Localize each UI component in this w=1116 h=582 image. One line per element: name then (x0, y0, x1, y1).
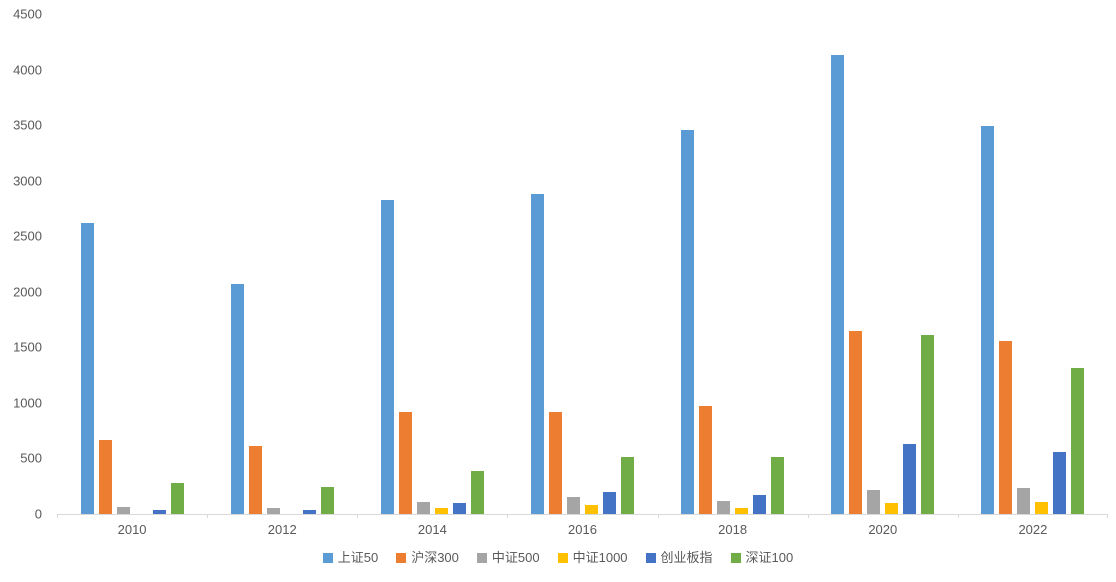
bar-深证100-2018 (771, 457, 785, 514)
legend-label: 中证1000 (572, 550, 628, 565)
bar-中证500-2022 (1017, 488, 1031, 514)
x-axis-label-2012: 2012 (267, 522, 297, 537)
x-axis-tick (207, 514, 209, 518)
y-tick-label-3000: 3000 (13, 173, 42, 189)
bar-中证500-2014 (416, 501, 430, 514)
bar-沪深300-2022 (999, 340, 1013, 514)
bar-深证100-2020 (921, 335, 935, 514)
y-tick-label-4500: 4500 (13, 6, 42, 22)
bar-创业板指-2010 (152, 509, 166, 514)
bar-创业板指-2020 (903, 444, 917, 514)
x-axis-tick (1107, 514, 1108, 518)
legend-item-沪深300: 沪深300 (396, 551, 459, 564)
legend: 上证50 沪深300 中证500 中证1000 创业板指 深证100 (0, 551, 1116, 564)
bar-上证50-2020 (831, 55, 845, 514)
x-axis-labels: 2010 2012 2014 2016 2018 2020 2022 (57, 522, 1108, 537)
legend-item-中证1000: 中证1000 (557, 550, 628, 565)
legend-item-中证500: 中证500 (476, 550, 540, 565)
bar-沪深300-2010 (98, 439, 112, 514)
bar-深证100-2022 (1071, 368, 1085, 514)
bar-创业板指-2016 (602, 491, 616, 514)
bar-group-2018 (658, 14, 808, 514)
bar-中证1000-2014 (434, 508, 448, 514)
legend-label: 上证50 (337, 550, 379, 565)
legend-label: 深证100 (745, 550, 794, 565)
bar-group-2012 (207, 14, 357, 514)
bar-创业板指-2022 (1053, 451, 1067, 514)
x-axis-tick (957, 514, 959, 518)
y-tick-label-3500: 3500 (13, 117, 42, 133)
legend-item-创业板指: 创业板指 (645, 550, 713, 565)
x-axis-line (57, 514, 1108, 515)
y-tick-label-2000: 2000 (13, 284, 42, 300)
x-axis-ticks (57, 514, 1108, 518)
legend-label: 中证500 (491, 550, 540, 565)
bar-沪深300-2018 (699, 406, 713, 514)
legend-marker-icon (322, 552, 333, 563)
bar-中证500-2016 (566, 497, 580, 514)
y-tick-label-500: 500 (20, 450, 42, 466)
bar-上证50-2016 (530, 194, 544, 514)
bar-深证100-2014 (470, 470, 484, 514)
y-tick-label-1000: 1000 (13, 395, 42, 411)
bar-沪深300-2020 (849, 330, 863, 514)
legend-marker-icon (557, 552, 568, 563)
x-axis-tick (657, 514, 659, 518)
bar-group-2010 (57, 14, 207, 514)
legend-item-深证100: 深证100 (730, 550, 794, 565)
bar-group-2022 (958, 14, 1108, 514)
legend-marker-icon (396, 552, 407, 563)
bar-上证50-2012 (230, 284, 244, 514)
bar-中证500-2020 (867, 490, 881, 514)
bar-上证50-2014 (380, 199, 394, 514)
bar-创业板指-2018 (753, 494, 767, 514)
bar-中证1000-2016 (584, 505, 598, 514)
bar-中证500-2010 (116, 507, 130, 514)
bar-groups (57, 14, 1108, 514)
bar-深证100-2012 (320, 487, 334, 514)
x-axis-tick (357, 514, 359, 518)
bar-上证50-2010 (80, 222, 94, 514)
x-axis-tick (57, 514, 58, 518)
bar-中证500-2018 (717, 501, 731, 514)
bar-创业板指-2012 (302, 509, 316, 514)
y-tick-label-4000: 4000 (13, 62, 42, 78)
legend-label: 创业板指 (660, 550, 713, 565)
y-tick-label-1500: 1500 (13, 339, 42, 355)
plot-area (57, 14, 1108, 518)
legend-marker-icon (476, 552, 487, 563)
bar-中证500-2012 (266, 508, 280, 514)
x-axis-label-2010: 2010 (117, 522, 147, 537)
y-axis: 0 500 1000 1500 2000 2500 3000 3500 4000 4500 (0, 8, 48, 521)
bar-上证50-2018 (681, 129, 695, 514)
y-tick-label-2500: 2500 (13, 228, 42, 244)
legend-marker-icon (645, 552, 656, 563)
bar-创业板指-2014 (452, 502, 466, 514)
y-tick-label-0: 0 (34, 506, 42, 522)
bar-group-2016 (507, 14, 657, 514)
bar-group-2020 (808, 14, 958, 514)
bar-深证100-2016 (620, 457, 634, 514)
legend-item-上证50: 上证50 (322, 550, 379, 565)
x-axis-tick (807, 514, 809, 518)
x-axis-label-2022: 2022 (1018, 522, 1048, 537)
bar-沪深300-2016 (548, 411, 562, 514)
legend-label: 沪深300 (411, 550, 459, 565)
bar-group-2014 (357, 14, 507, 514)
x-axis-label-2018: 2018 (718, 522, 748, 537)
bar-深证100-2010 (170, 482, 184, 514)
bar-中证1000-2018 (735, 508, 749, 514)
legend-marker-icon (730, 552, 741, 563)
x-axis-label-2016: 2016 (568, 522, 597, 537)
bar-上证50-2022 (981, 126, 995, 514)
bar-沪深300-2012 (248, 446, 262, 514)
x-axis-label-2014: 2014 (417, 522, 447, 537)
x-axis-label-2020: 2020 (868, 522, 898, 537)
x-axis-tick (507, 514, 509, 518)
bar-中证1000-2022 (1035, 502, 1049, 514)
bar-沪深300-2014 (398, 412, 412, 514)
bar-中证1000-2020 (885, 502, 899, 514)
